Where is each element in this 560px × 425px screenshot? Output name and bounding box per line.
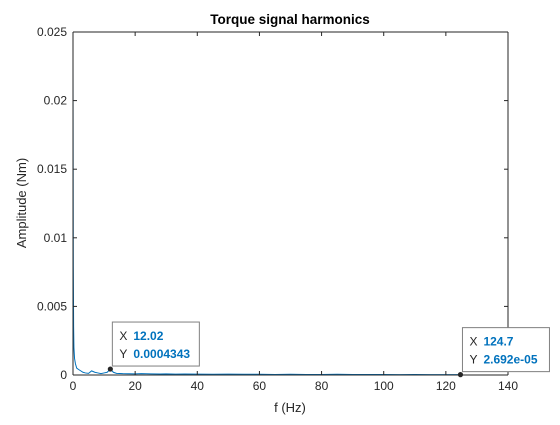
y-tick-label: 0.025 [37,25,67,39]
x-tick-label: 120 [436,379,456,393]
chart-title: Torque signal harmonics [210,12,370,27]
datatip-x-key: X [119,329,127,343]
x-tick-label: 100 [374,379,394,393]
x-tick-label: 80 [315,379,329,393]
datatip-y-key: Y [119,347,127,361]
tick-layer: 0 20 40 60 80 100 120 140 0 0.005 0.01 0.015 0.02 0.0… [37,25,518,393]
x-tick-label: 60 [253,379,267,393]
datatip-x-key: X [469,335,477,349]
x-tick-label: 0 [70,379,77,393]
datatips-layer: X 12.02 Y 0.0004343 X 124.7 Y 2.692e-05 [107,321,550,378]
datatip-y-key: Y [469,353,477,367]
x-axis-label: f (Hz) [274,400,306,415]
y-tick-label: 0.01 [44,231,68,245]
datatip-y-value: 2.692e-05 [483,353,537,367]
datatip-box [111,321,200,367]
x-tick-label: 20 [128,379,142,393]
series-line-0 [72,59,462,376]
datatip[interactable]: X 124.7 Y 2.692e-05 [457,327,550,378]
datatip-x-value: 124.7 [483,335,513,349]
axes-frame [72,31,509,376]
plot-area[interactable] [72,32,508,376]
y-tick-label: 0.02 [44,94,68,108]
datatip-x-value: 12.02 [133,329,163,343]
y-tick-label: 0.005 [37,299,67,313]
y-tick-label: 0.015 [37,162,67,176]
datatip-marker [457,372,464,378]
datatip[interactable]: X 12.02 Y 0.0004343 [107,321,200,372]
y-tick-label: 0 [60,368,67,382]
plot-background [73,32,508,375]
datatip-y-value: 0.0004343 [133,347,190,361]
datatip-marker [107,366,113,372]
x-tick-label: 140 [498,379,518,393]
x-tick-label: 40 [191,379,205,393]
datatip-box [461,327,550,373]
y-axis-label: Amplitude (Nm) [14,158,29,248]
